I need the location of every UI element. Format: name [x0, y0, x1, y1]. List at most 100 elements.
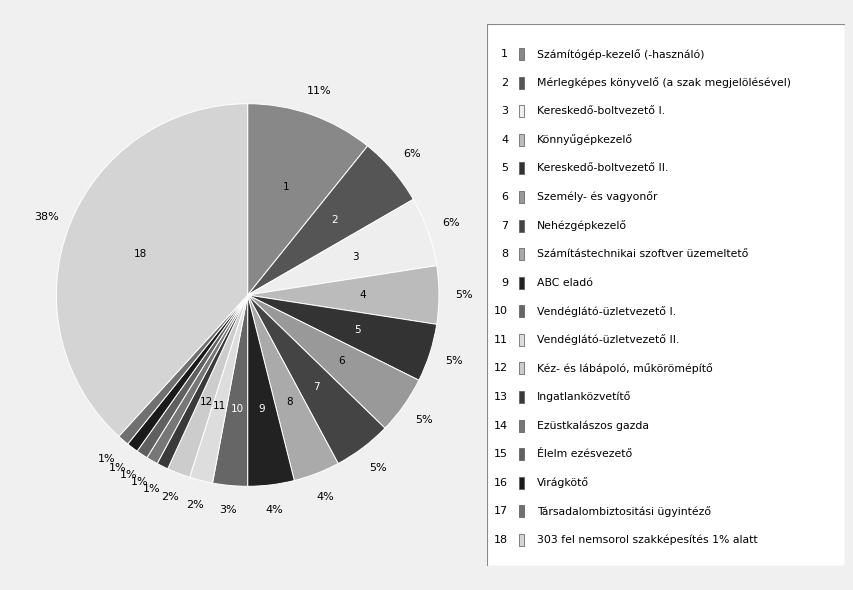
FancyBboxPatch shape	[519, 106, 523, 117]
Wedge shape	[247, 295, 419, 428]
Text: 4%: 4%	[316, 491, 334, 502]
Text: Élelm ezésvezető: Élelm ezésvezető	[537, 449, 631, 459]
Text: ABC eladó: ABC eladó	[537, 278, 592, 288]
Text: 9: 9	[258, 404, 264, 414]
Text: 17: 17	[494, 506, 508, 516]
Wedge shape	[247, 199, 436, 295]
Text: 18: 18	[494, 535, 508, 545]
Wedge shape	[247, 266, 438, 324]
Text: Ingatlanközvetítő: Ingatlanközvetítő	[537, 392, 630, 402]
Text: Kereskedő-boltvezető II.: Kereskedő-boltvezető II.	[537, 163, 668, 173]
FancyBboxPatch shape	[519, 77, 523, 88]
Wedge shape	[247, 295, 294, 486]
Text: 1%: 1%	[119, 470, 137, 480]
FancyBboxPatch shape	[519, 391, 523, 403]
Text: Nehézgépkezelő: Nehézgépkezelő	[537, 220, 626, 231]
FancyBboxPatch shape	[519, 248, 523, 260]
Text: Virágkötő: Virágkötő	[537, 477, 589, 488]
Text: 3: 3	[352, 252, 359, 262]
FancyBboxPatch shape	[519, 534, 523, 546]
FancyBboxPatch shape	[519, 419, 523, 431]
Text: 1: 1	[282, 182, 289, 192]
Wedge shape	[247, 104, 367, 295]
Text: 5: 5	[353, 325, 360, 335]
Text: 10: 10	[230, 404, 243, 414]
Text: 2: 2	[331, 215, 338, 225]
Wedge shape	[157, 295, 247, 469]
Text: 2%: 2%	[186, 500, 204, 510]
Wedge shape	[128, 295, 247, 451]
Text: 14: 14	[494, 421, 508, 431]
Text: 38%: 38%	[33, 212, 58, 222]
FancyBboxPatch shape	[519, 48, 523, 60]
Text: 7: 7	[313, 382, 320, 392]
Text: 5%: 5%	[368, 463, 386, 473]
Text: 4%: 4%	[265, 504, 282, 514]
Text: Vendéglátó-üzletvezető II.: Vendéglátó-üzletvezető II.	[537, 335, 679, 345]
Text: 4: 4	[359, 290, 365, 300]
Wedge shape	[247, 295, 338, 480]
FancyBboxPatch shape	[519, 505, 523, 517]
Text: 18: 18	[134, 248, 147, 258]
Text: 11: 11	[494, 335, 508, 345]
FancyBboxPatch shape	[519, 334, 523, 346]
FancyBboxPatch shape	[519, 219, 523, 231]
Wedge shape	[147, 295, 247, 464]
Text: Társadalombiztositási ügyintéző: Társadalombiztositási ügyintéző	[537, 506, 711, 517]
Wedge shape	[119, 295, 247, 444]
FancyBboxPatch shape	[519, 477, 523, 489]
FancyBboxPatch shape	[519, 362, 523, 375]
Wedge shape	[247, 295, 436, 381]
Text: 3%: 3%	[218, 505, 236, 515]
FancyBboxPatch shape	[486, 24, 844, 566]
Text: Számítógép-kezelő (-használó): Számítógép-kezelő (-használó)	[537, 49, 704, 60]
Text: Kereskedő-boltvezető I.: Kereskedő-boltvezető I.	[537, 106, 664, 116]
Text: 9: 9	[501, 278, 508, 288]
Text: 12: 12	[200, 397, 212, 407]
Text: 5%: 5%	[415, 415, 432, 425]
Text: 5: 5	[501, 163, 508, 173]
FancyBboxPatch shape	[519, 305, 523, 317]
Text: 6: 6	[501, 192, 508, 202]
Text: Könnyűgépkezelő: Könnyűgépkezelő	[537, 135, 632, 145]
Text: 5%: 5%	[455, 290, 472, 300]
Text: 15: 15	[494, 449, 508, 459]
FancyBboxPatch shape	[519, 191, 523, 203]
Text: 2: 2	[501, 78, 508, 88]
Text: 8: 8	[501, 249, 508, 259]
Text: 6%: 6%	[442, 218, 460, 228]
Text: 8: 8	[286, 397, 292, 407]
FancyBboxPatch shape	[519, 448, 523, 460]
Text: 1%: 1%	[108, 463, 126, 473]
Wedge shape	[167, 295, 247, 477]
Text: 5%: 5%	[444, 356, 462, 366]
Text: 1: 1	[501, 49, 508, 59]
Text: 10: 10	[494, 306, 508, 316]
Text: Ezüstkalászos gazda: Ezüstkalászos gazda	[537, 420, 648, 431]
Text: Számítástechnikai szoftver üzemeltető: Számítástechnikai szoftver üzemeltető	[537, 249, 747, 259]
Text: 7: 7	[501, 221, 508, 231]
Text: 1%: 1%	[142, 483, 160, 493]
Text: 3: 3	[501, 106, 508, 116]
Text: Mérlegképes könyvelő (a szak megjelölésével): Mérlegképes könyvelő (a szak megjelölésé…	[537, 77, 790, 88]
Text: 4: 4	[501, 135, 508, 145]
Text: 12: 12	[494, 363, 508, 373]
Text: 6%: 6%	[403, 149, 421, 159]
Wedge shape	[247, 146, 413, 295]
Text: 16: 16	[494, 478, 508, 488]
Wedge shape	[189, 295, 247, 483]
Wedge shape	[247, 295, 385, 464]
Text: Vendéglátó-üzletvezető I.: Vendéglátó-üzletvezető I.	[537, 306, 676, 317]
FancyBboxPatch shape	[519, 162, 523, 175]
Text: Személy- és vagyonőr: Személy- és vagyonőr	[537, 192, 657, 202]
Wedge shape	[56, 104, 247, 437]
Text: 303 fel nemsorol szakképesítés 1% alatt: 303 fel nemsorol szakképesítés 1% alatt	[537, 535, 757, 545]
Text: 1%: 1%	[131, 477, 148, 487]
Wedge shape	[212, 295, 247, 486]
Wedge shape	[137, 295, 247, 458]
FancyBboxPatch shape	[519, 134, 523, 146]
Text: 11: 11	[212, 401, 226, 411]
Text: 1%: 1%	[98, 454, 116, 464]
Text: 2%: 2%	[160, 491, 178, 502]
FancyBboxPatch shape	[519, 277, 523, 289]
